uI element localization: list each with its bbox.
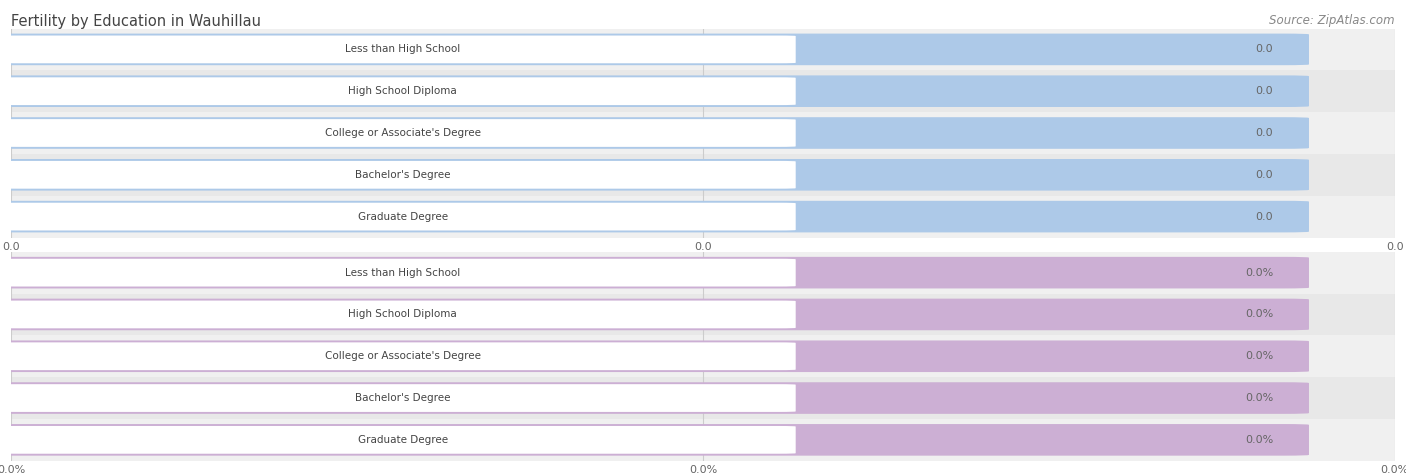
Text: 0.0%: 0.0% (1244, 351, 1272, 361)
Bar (11, 252, 1395, 294)
FancyBboxPatch shape (1, 301, 796, 328)
Text: High School Diploma: High School Diploma (349, 86, 457, 96)
Bar (11, 154, 1395, 196)
Text: Bachelor's Degree: Bachelor's Degree (356, 393, 450, 403)
FancyBboxPatch shape (0, 159, 1309, 190)
Text: Source: ZipAtlas.com: Source: ZipAtlas.com (1270, 14, 1395, 27)
FancyBboxPatch shape (0, 117, 1309, 149)
FancyBboxPatch shape (1, 426, 796, 454)
Bar (11, 28, 1395, 70)
Bar (11, 70, 1395, 112)
FancyBboxPatch shape (0, 382, 1309, 414)
Text: 0.0%: 0.0% (1244, 435, 1272, 445)
FancyBboxPatch shape (0, 201, 1309, 232)
Text: 0.0: 0.0 (1256, 86, 1272, 96)
FancyBboxPatch shape (1, 259, 796, 286)
FancyBboxPatch shape (1, 161, 796, 189)
FancyBboxPatch shape (1, 119, 796, 147)
Text: 0.0: 0.0 (1256, 128, 1272, 138)
Text: Less than High School: Less than High School (344, 44, 460, 55)
Text: 0.0: 0.0 (1256, 170, 1272, 180)
Text: College or Associate's Degree: College or Associate's Degree (325, 351, 481, 361)
Bar (11, 335, 1395, 377)
Text: College or Associate's Degree: College or Associate's Degree (325, 128, 481, 138)
FancyBboxPatch shape (0, 76, 1309, 107)
Bar (11, 196, 1395, 238)
FancyBboxPatch shape (0, 34, 1309, 65)
FancyBboxPatch shape (0, 341, 1309, 372)
Text: 0.0%: 0.0% (1244, 309, 1272, 320)
Text: 0.0: 0.0 (1256, 211, 1272, 222)
Text: Bachelor's Degree: Bachelor's Degree (356, 170, 450, 180)
FancyBboxPatch shape (0, 257, 1309, 288)
FancyBboxPatch shape (0, 299, 1309, 330)
Bar (11, 419, 1395, 461)
Text: Graduate Degree: Graduate Degree (357, 211, 449, 222)
Text: Less than High School: Less than High School (344, 267, 460, 278)
Text: 0.0%: 0.0% (1244, 267, 1272, 278)
Text: Graduate Degree: Graduate Degree (357, 435, 449, 445)
Text: High School Diploma: High School Diploma (349, 309, 457, 320)
Text: Fertility by Education in Wauhillau: Fertility by Education in Wauhillau (11, 14, 262, 29)
FancyBboxPatch shape (1, 342, 796, 370)
Bar (11, 377, 1395, 419)
Text: 0.0: 0.0 (1256, 44, 1272, 55)
FancyBboxPatch shape (1, 36, 796, 63)
Text: 0.0%: 0.0% (1244, 393, 1272, 403)
FancyBboxPatch shape (1, 203, 796, 230)
Bar (11, 294, 1395, 335)
FancyBboxPatch shape (1, 77, 796, 105)
FancyBboxPatch shape (0, 424, 1309, 456)
Bar (11, 112, 1395, 154)
FancyBboxPatch shape (1, 384, 796, 412)
